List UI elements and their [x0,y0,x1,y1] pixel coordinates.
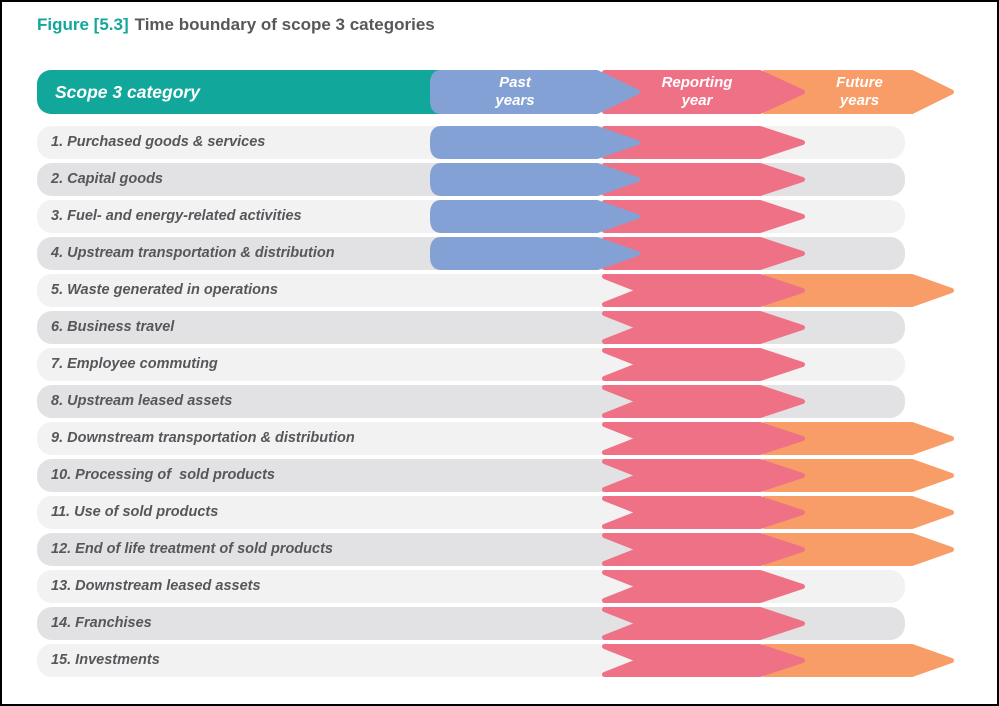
category-row-15: 15. Investments [2,644,997,677]
category-row-1: 1. Purchased goods & services [2,126,997,159]
category-label: 5. Waste generated in operations [51,282,278,298]
row-timeline-arrows [602,385,805,418]
category-label: 4. Upstream transportation & distributio… [51,245,335,261]
category-label: 9. Downstream transportation & distribut… [51,430,355,446]
reporting-year-arrow [602,607,805,640]
category-row-5: 5. Waste generated in operations [2,274,997,307]
reporting-year-arrow [602,385,805,418]
scope3-category-header: Scope 3 category [37,70,442,114]
category-label: 10. Processing of sold products [51,467,275,483]
figure-caption: Time boundary of scope 3 categories [134,15,435,34]
reporting-year-arrow [602,422,805,455]
reporting-year-arrow [602,496,805,529]
figure-number-label: Figure [5.3] [37,15,129,34]
row-timeline-arrows [602,311,805,344]
category-label: 14. Franchises [51,615,152,631]
row-timeline-arrows [430,126,805,159]
row-timeline-arrows [602,422,954,455]
row-timeline-arrows [602,570,805,603]
past-years-bar [430,200,640,233]
category-row-14: 14. Franchises [2,607,997,640]
past-years-header-arrow [430,70,640,114]
row-timeline-arrows [430,200,805,233]
category-label: 2. Capital goods [51,171,163,187]
category-row-2: 2. Capital goods [2,163,997,196]
category-row-6: 6. Business travel [2,311,997,344]
row-timeline-arrows [602,459,954,492]
reporting-year-arrow [602,570,805,603]
row-timeline-arrows [602,274,954,307]
category-label: 3. Fuel- and energy-related activities [51,208,302,224]
category-label: 11. Use of sold products [51,504,219,520]
category-row-10: 10. Processing of sold products [2,459,997,492]
reporting-year-arrow [602,644,805,677]
row-timeline-arrows [430,163,805,196]
row-timeline-arrows [602,644,954,677]
past-years-bar [430,237,640,270]
row-timeline-arrows [602,607,805,640]
reporting-year-arrow [602,311,805,344]
category-label: 8. Upstream leased assets [51,393,233,409]
reporting-year-arrow [602,459,805,492]
category-row-3: 3. Fuel- and energy-related activities [2,200,997,233]
row-timeline-arrows [430,237,805,270]
category-label: 13. Downstream leased assets [51,578,261,594]
past-years-bar [430,163,640,196]
category-label: 12. End of life treatment of sold produc… [51,541,333,557]
past-years-bar [430,126,640,159]
category-label: 1. Purchased goods & services [51,134,266,150]
scope3-category-label: Scope 3 category [55,82,200,102]
category-row-8: 8. Upstream leased assets [2,385,997,418]
category-label: 6. Business travel [51,319,175,335]
category-row-11: 11. Use of sold products [2,496,997,529]
category-label: 7. Employee commuting [51,356,218,372]
reporting-year-arrow [602,533,805,566]
row-timeline-arrows [602,496,954,529]
category-row-7: 7. Employee commuting [2,348,997,381]
row-timeline-arrows [602,348,805,381]
figure-title: Figure [5.3] Time boundary of scope 3 cat… [37,15,435,35]
timeline-header-arrows [430,70,954,114]
category-label: 15. Investments [51,652,160,668]
category-row-9: 9. Downstream transportation & distribut… [2,422,997,455]
row-timeline-arrows [602,533,954,566]
reporting-year-arrow [602,348,805,381]
category-row-4: 4. Upstream transportation & distributio… [2,237,997,270]
category-row-13: 13. Downstream leased assets [2,570,997,603]
reporting-year-arrow [602,274,805,307]
category-row-12: 12. End of life treatment of sold produc… [2,533,997,566]
